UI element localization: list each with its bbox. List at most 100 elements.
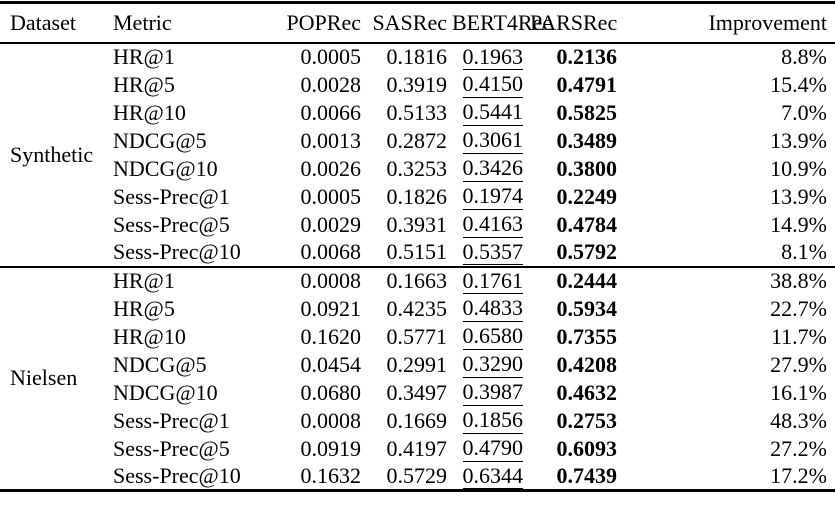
sasrec-value: 0.1663: [386, 268, 448, 293]
dataset-label: Nielsen: [10, 365, 78, 391]
improvement-value: 10.9%: [770, 155, 827, 181]
sasrec-value: 0.3497: [386, 379, 448, 405]
bert4rec-underlined-value: 0.1856: [462, 407, 523, 434]
metric-cell: Sess-Prec@1: [113, 183, 230, 209]
poprec-value: 0.0680: [300, 379, 362, 405]
sasrec-value: 0.4197: [386, 435, 448, 461]
metric-cell: NDCG@5: [113, 351, 207, 377]
table-row: NDCG@10 0.0680 0.3497 0.3987 0.4632 16.1%: [0, 379, 835, 407]
parsrec-value: 0.2753: [556, 407, 618, 433]
bert4rec-underlined-value: 0.6580: [462, 323, 523, 350]
sasrec-value: 0.5771: [386, 323, 448, 349]
sasrec-value: 0.2872: [386, 127, 448, 153]
improvement-value: 8.1%: [781, 239, 827, 264]
sasrec-value: 0.1826: [386, 183, 448, 209]
parsrec-value: 0.2249: [556, 183, 618, 209]
col-header-dataset: Dataset: [10, 9, 76, 35]
poprec-value: 0.0028: [300, 71, 362, 97]
parsrec-value: 0.7439: [556, 462, 618, 488]
poprec-value: 0.0066: [300, 99, 362, 125]
parsrec-value: 0.2444: [556, 268, 618, 293]
table-row: HR@10 0.1620 0.5771 0.6580 0.7355 11.7%: [0, 323, 835, 351]
improvement-value: 13.9%: [770, 127, 827, 153]
bert4rec-underlined-value: 0.4163: [462, 211, 523, 238]
metric-cell: HR@1: [113, 268, 175, 293]
poprec-value: 0.0005: [300, 183, 362, 209]
parsrec-value: 0.5825: [556, 99, 618, 125]
table-row: NDCG@5 0.0013 0.2872 0.3061 0.3489 13.9%: [0, 127, 835, 155]
metric-cell: Sess-Prec@1: [113, 407, 230, 433]
bert4rec-value: 0.6344: [452, 463, 530, 491]
poprec-value: 0.0008: [300, 268, 362, 293]
bert4rec-underlined-value: 0.1963: [462, 43, 523, 71]
table-row: Sess-Prec@10 0.1632 0.5729 0.6344 0.7439 17.2…: [0, 463, 835, 491]
table-row: Nielsen HR@1 0.0008 0.1663 0.1761 0.2444 38.8%: [0, 267, 835, 390]
poprec-value: 0.0026: [300, 155, 362, 181]
table-row: Sess-Prec@10 0.0068 0.5151 0.5357 0.5792 8.1%: [0, 239, 835, 267]
metric-cell: Sess-Prec@10: [113, 239, 241, 264]
results-table-container: Dataset Metric POPRec SASRec BERT4Rec PA…: [0, 1, 835, 492]
bert4rec-value: 0.3987: [452, 379, 530, 407]
bert4rec-value: 0.4163: [452, 211, 530, 239]
sasrec-value: 0.3919: [386, 71, 448, 97]
table-row: HR@5 0.0921 0.4235 0.4833 0.5934 22.7%: [0, 295, 835, 323]
bert4rec-value: 0.3426: [452, 155, 530, 183]
table-row: HR@5 0.0028 0.3919 0.4150 0.4791 15.4%: [0, 71, 835, 99]
poprec-value: 0.0005: [300, 44, 362, 69]
sasrec-value: 0.1669: [386, 407, 448, 433]
bert4rec-value: 0.3290: [452, 351, 530, 379]
sasrec-value: 0.5151: [386, 239, 448, 264]
poprec-value: 0.0029: [300, 211, 362, 237]
parsrec-value: 0.5792: [556, 239, 618, 264]
improvement-value: 7.0%: [781, 99, 827, 125]
bert4rec-value: 0.5357: [452, 239, 530, 267]
metric-cell: HR@5: [113, 71, 175, 97]
bert4rec-value: 0.4833: [452, 295, 530, 323]
col-header-metric: Metric: [113, 9, 172, 35]
table-row: Sess-Prec@5 0.0029 0.3931 0.4163 0.4784 14.9%: [0, 211, 835, 239]
metric-cell: Sess-Prec@5: [113, 211, 230, 237]
bert4rec-value: 0.6580: [452, 323, 530, 351]
poprec-value: 0.1632: [300, 462, 362, 488]
parsrec-value: 0.3489: [556, 127, 618, 153]
bert4rec-underlined-value: 0.4150: [462, 71, 523, 98]
bert4rec-underlined-value: 0.3426: [462, 155, 523, 182]
poprec-value: 0.0068: [300, 239, 362, 264]
bert4rec-value: 0.5441: [452, 99, 530, 127]
metric-cell: Sess-Prec@5: [113, 435, 230, 461]
parsrec-value: 0.4791: [556, 71, 618, 97]
bert4rec-underlined-value: 0.1974: [462, 183, 523, 210]
parsrec-value: 0.5934: [556, 295, 618, 321]
results-table: Dataset Metric POPRec SASRec BERT4Rec PA…: [0, 1, 835, 492]
table-row: NDCG@10 0.0026 0.3253 0.3426 0.3800 10.9%: [0, 155, 835, 183]
bert4rec-underlined-value: 0.4790: [462, 435, 523, 462]
bert4rec-underlined-value: 0.3987: [462, 379, 523, 406]
improvement-value: 22.7%: [770, 295, 827, 321]
parsrec-value: 0.6093: [556, 435, 618, 461]
bert4rec-value: 0.4790: [452, 435, 530, 463]
sasrec-value: 0.2991: [386, 351, 448, 377]
improvement-value: 16.1%: [770, 379, 827, 405]
table-row: HR@10 0.0066 0.5133 0.5441 0.5825 7.0%: [0, 99, 835, 127]
col-header-improvement: Improvement: [708, 9, 827, 35]
bert4rec-underlined-value: 0.4833: [462, 295, 523, 322]
sasrec-value: 0.4235: [386, 295, 448, 321]
improvement-value: 11.7%: [770, 323, 827, 349]
metric-cell: Sess-Prec@10: [113, 462, 241, 488]
improvement-value: 17.2%: [770, 462, 827, 488]
bert4rec-underlined-value: 0.5441: [462, 99, 523, 126]
metric-cell: HR@10: [113, 323, 186, 349]
bert4rec-underlined-value: 0.3061: [462, 127, 523, 154]
table-row: Sess-Prec@5 0.0919 0.4197 0.4790 0.6093 27.2%: [0, 435, 835, 463]
col-header-poprec: POPRec: [286, 9, 361, 35]
improvement-value: 27.2%: [770, 435, 827, 461]
metric-cell: HR@1: [113, 44, 175, 69]
col-header-bert4rec: BERT4Rec: [452, 9, 553, 35]
bert4rec-value: 0.1761: [452, 267, 530, 295]
table-section-nielsen: Nielsen HR@1 0.0008 0.1663 0.1761 0.2444 38.8%…: [0, 266, 835, 491]
col-header-sasrec: SASRec: [372, 9, 447, 35]
bert4rec-value: 0.1856: [452, 407, 530, 435]
improvement-value: 48.3%: [770, 407, 827, 433]
bert4rec-underlined-value: 0.3290: [462, 351, 523, 378]
sasrec-value: 0.5133: [386, 99, 448, 125]
